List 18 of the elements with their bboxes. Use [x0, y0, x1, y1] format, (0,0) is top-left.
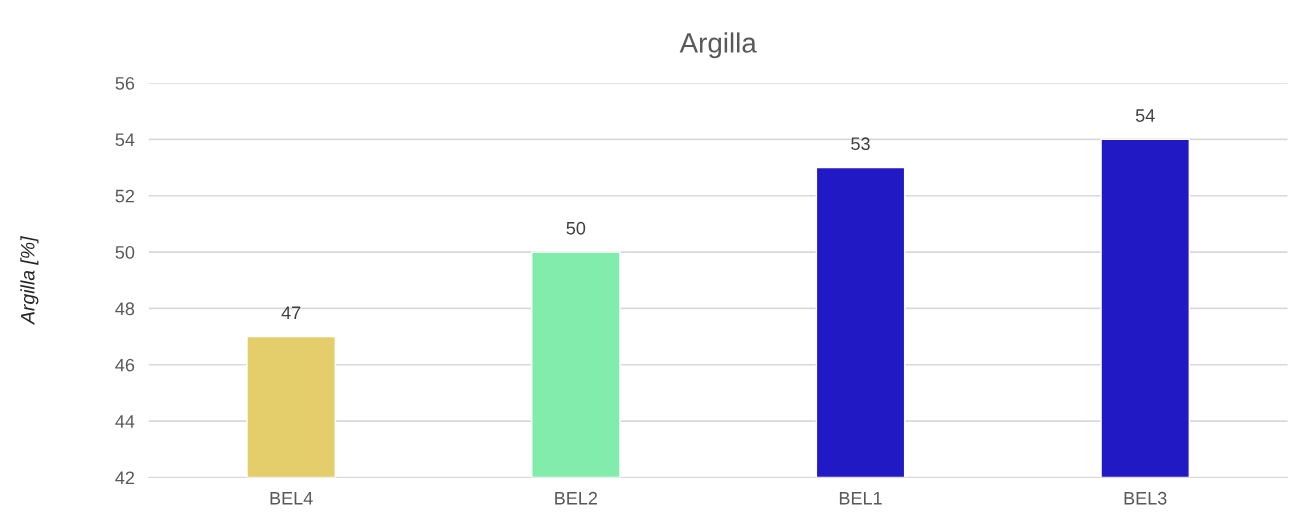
x-tick-label: BEL1: [839, 492, 882, 505]
x-tick-label: BEL2: [555, 491, 598, 505]
y-tick-label: 46: [115, 358, 135, 372]
y-tick-label: 56: [115, 76, 135, 90]
y-tick-label: 52: [115, 189, 135, 203]
x-tick-label: BEL3: [1124, 491, 1167, 505]
y-tick-label: 54: [115, 133, 135, 147]
data-label: 50: [566, 221, 586, 235]
chart-title: Argilla: [679, 32, 757, 59]
y-tick-label: 42: [115, 471, 135, 485]
x-tick-label: BEL4: [270, 492, 313, 505]
y-tick-label: 48: [115, 302, 135, 316]
y-axis-title: Argilla [%]: [20, 236, 39, 325]
data-label: 53: [851, 137, 870, 151]
y-tick-label: 50: [115, 246, 135, 259]
y-tick-label: 44: [115, 415, 135, 428]
data-label: 47: [281, 306, 301, 319]
data-label: 54: [1135, 109, 1155, 122]
